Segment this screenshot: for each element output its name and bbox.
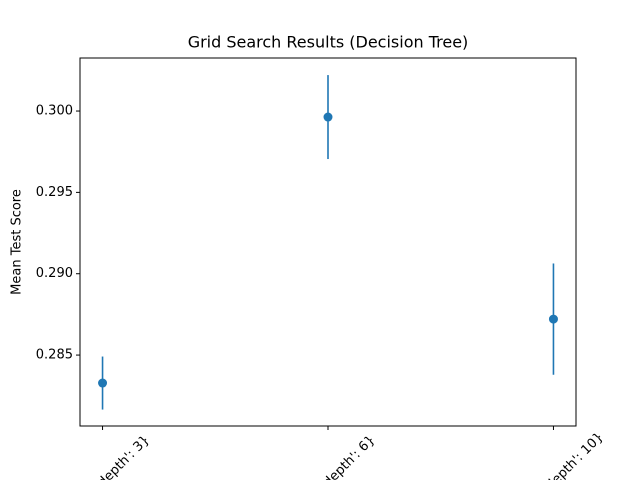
x-tick-label: {'max_depth': 10} [510,430,606,480]
chart-title: Grid Search Results (Decision Tree) [188,33,469,52]
point [548,314,558,324]
x-tick-label: {'max_depth': 6} [288,433,379,480]
y-axis-label: Mean Test Score [10,189,25,295]
x-tick-label: {'max_depth': 3} [62,433,153,480]
y-tick-label: 0.300 [36,104,73,119]
y-tick-label: 0.295 [36,185,73,200]
point [323,112,333,122]
y-tick-label: 0.285 [36,348,73,363]
y-tick-label: 0.290 [36,266,73,281]
point [98,378,108,388]
